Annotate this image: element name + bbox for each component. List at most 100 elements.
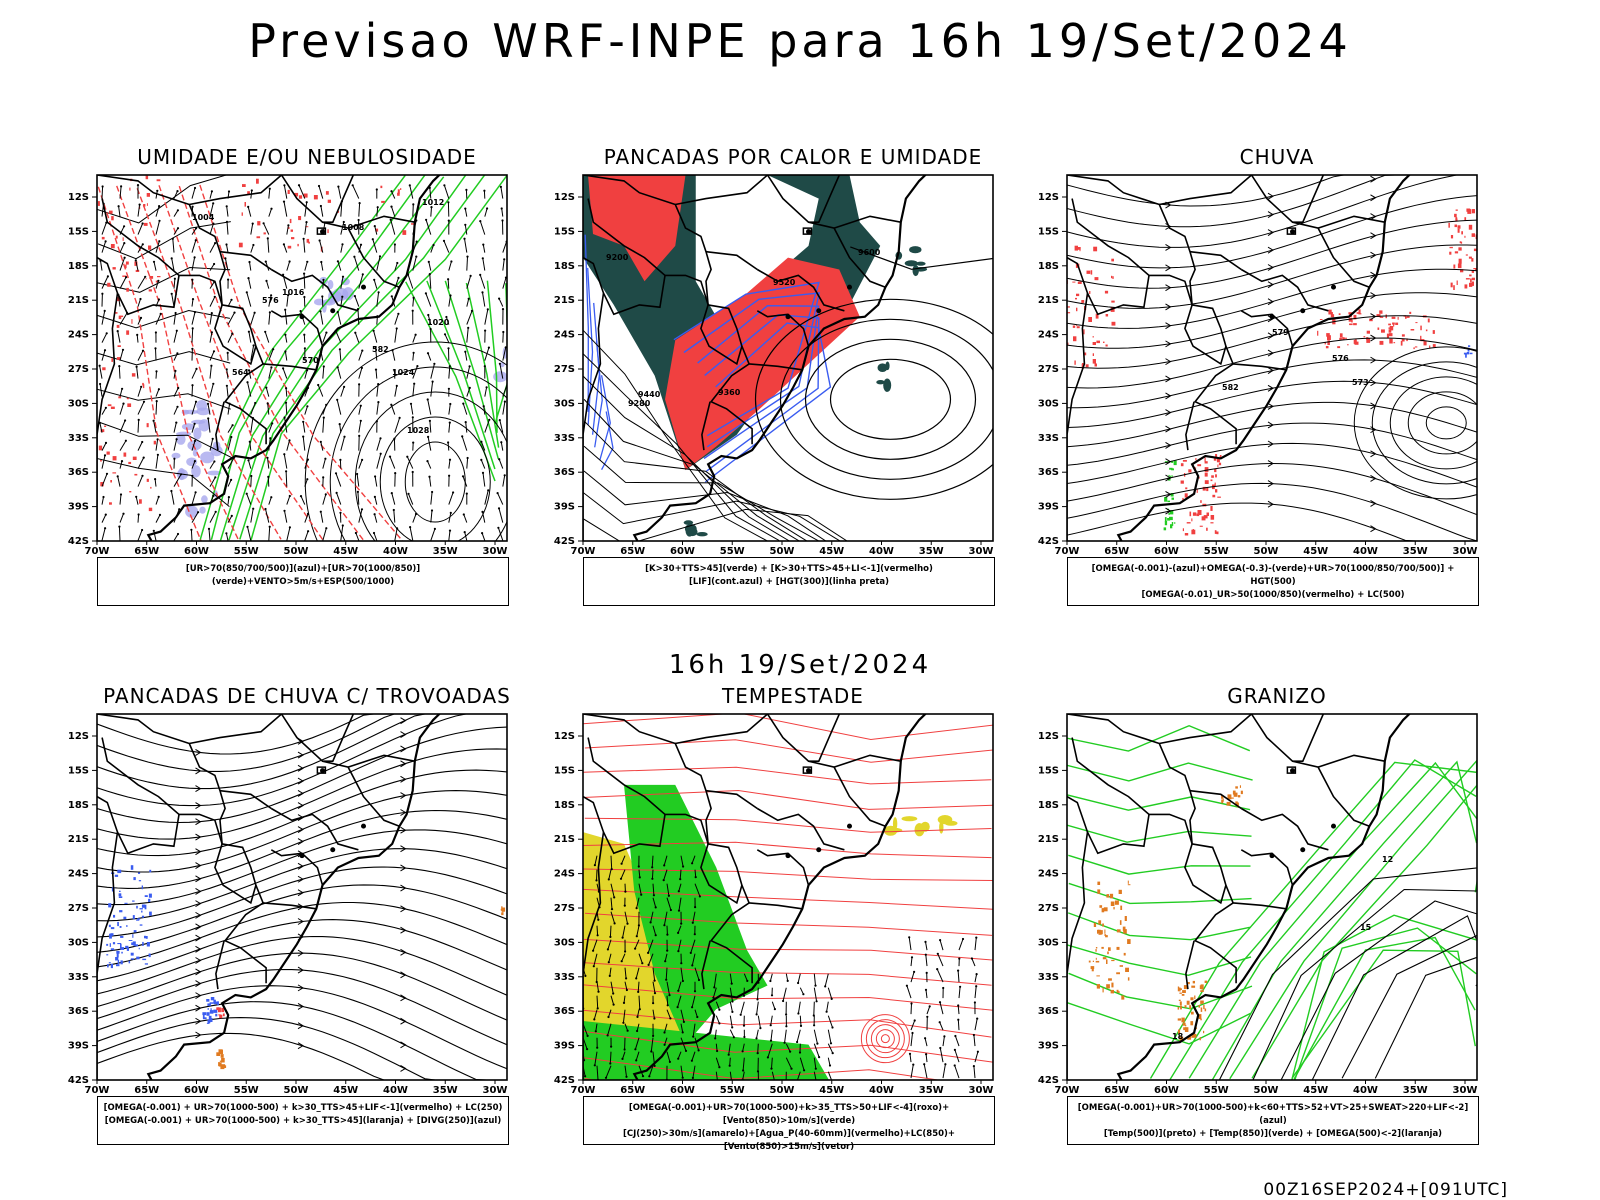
thickness-red-marks	[118, 396, 122, 399]
thickness-red-marks	[263, 232, 266, 235]
vector-head	[429, 327, 432, 331]
wind-vector	[925, 1054, 928, 1063]
wind-streamline	[97, 809, 507, 889]
thickness-red-marks	[287, 245, 292, 249]
omega-orange-marks	[1177, 1018, 1181, 1021]
streamline-arrow	[195, 934, 202, 942]
rain-red-marks	[1479, 207, 1480, 208]
vector-head	[961, 937, 965, 941]
vector-head	[356, 308, 360, 311]
rain-red-marks	[1219, 455, 1222, 457]
vector-head	[319, 440, 322, 443]
vector-head	[156, 438, 159, 441]
omega-orange-marks	[1181, 994, 1185, 996]
vector-head	[230, 435, 233, 439]
vector-head	[691, 862, 694, 865]
political-border	[219, 250, 272, 271]
wind-vector	[354, 332, 360, 343]
lif-blue-contour	[704, 322, 832, 483]
vector-head	[210, 190, 213, 193]
divergence-blue-marks	[132, 915, 135, 920]
wind-vector	[770, 1029, 773, 1041]
political-border	[701, 940, 711, 990]
rain-red-marks	[1216, 531, 1219, 535]
vector-head	[361, 349, 364, 352]
vector-head	[306, 405, 309, 408]
vector-head	[155, 370, 158, 373]
rain-green-marks	[1167, 500, 1170, 503]
wind-vector	[663, 911, 668, 926]
vector-head	[677, 909, 681, 912]
coastline	[1116, 175, 1411, 541]
wind-vector	[137, 204, 141, 217]
wind-vector	[638, 1065, 644, 1077]
rain-red-marks	[1064, 276, 1066, 278]
wind-vector	[430, 491, 433, 505]
wind-vector	[466, 310, 473, 325]
vector-head	[319, 310, 322, 313]
vector-head	[613, 1088, 615, 1090]
wind-vector	[390, 219, 396, 235]
vector-head	[116, 330, 119, 333]
height-contour	[1353, 346, 1477, 500]
vector-head	[356, 472, 359, 476]
vector-head	[829, 1042, 833, 1045]
vector-head	[911, 1031, 914, 1035]
height-contour	[1371, 361, 1477, 485]
vector-head	[596, 934, 599, 937]
omega-orange-marks	[1108, 947, 1111, 951]
wind-vector	[137, 317, 142, 325]
lat-tick-label: 30S	[68, 398, 89, 409]
divergence-blue-marks	[106, 943, 109, 946]
wind-vector	[118, 366, 121, 379]
temp500-black-contour	[1218, 867, 1477, 1080]
streamline-arrow	[195, 1031, 202, 1039]
streamline-arrow	[400, 745, 407, 753]
divergence-blue-marks	[144, 935, 147, 939]
wind-vector	[101, 350, 106, 361]
humidity-green-contour	[239, 175, 486, 540]
lake-marker	[320, 229, 325, 235]
rain-red-marks	[1363, 336, 1366, 338]
contour-label: 579	[1272, 328, 1289, 337]
vector-head	[360, 366, 363, 369]
vector-head	[976, 1017, 979, 1020]
lat-tick-label: 30S	[68, 937, 89, 948]
vector-head	[374, 368, 378, 371]
omega-orange-marks	[1110, 989, 1114, 994]
rain-red-marks	[1211, 475, 1214, 478]
wind-vector	[267, 476, 270, 487]
wind-vector	[973, 1034, 976, 1047]
height-black-contour	[583, 375, 790, 541]
wind-streamline	[97, 848, 507, 922]
rain-red-marks	[1388, 329, 1392, 333]
vector-head	[299, 495, 303, 498]
wind-vector	[596, 995, 599, 1009]
divergence-blue-marks	[110, 963, 113, 969]
vector-head	[325, 403, 328, 406]
wind-vector	[757, 1015, 761, 1029]
vector-head	[433, 362, 436, 365]
height-black-contour	[779, 318, 993, 480]
rain-red-marks	[1469, 282, 1473, 287]
rain-red-marks	[1095, 313, 1099, 319]
wind-vector	[957, 1005, 960, 1015]
thickness-red-marks	[126, 397, 129, 400]
vector-head	[267, 475, 270, 478]
lon-tick-label: 45W	[1303, 1085, 1328, 1096]
political-border	[1317, 215, 1385, 229]
wind-vector	[634, 1037, 640, 1050]
lon-tick-label: 50W	[770, 1085, 795, 1096]
wind-vector	[692, 1065, 696, 1078]
rain-red-marks	[1077, 247, 1081, 250]
omega-orange-marks	[1200, 1007, 1203, 1012]
vector-head	[502, 330, 505, 334]
thickness-red-marks	[150, 486, 152, 489]
lake-marker	[1300, 847, 1306, 853]
rain-red-marks	[1473, 268, 1477, 270]
thickness-red-marks	[129, 491, 132, 493]
vector-head	[388, 455, 392, 458]
wind-vector	[376, 438, 381, 451]
rain-red-marks	[1432, 344, 1436, 348]
vector-head	[303, 295, 306, 299]
